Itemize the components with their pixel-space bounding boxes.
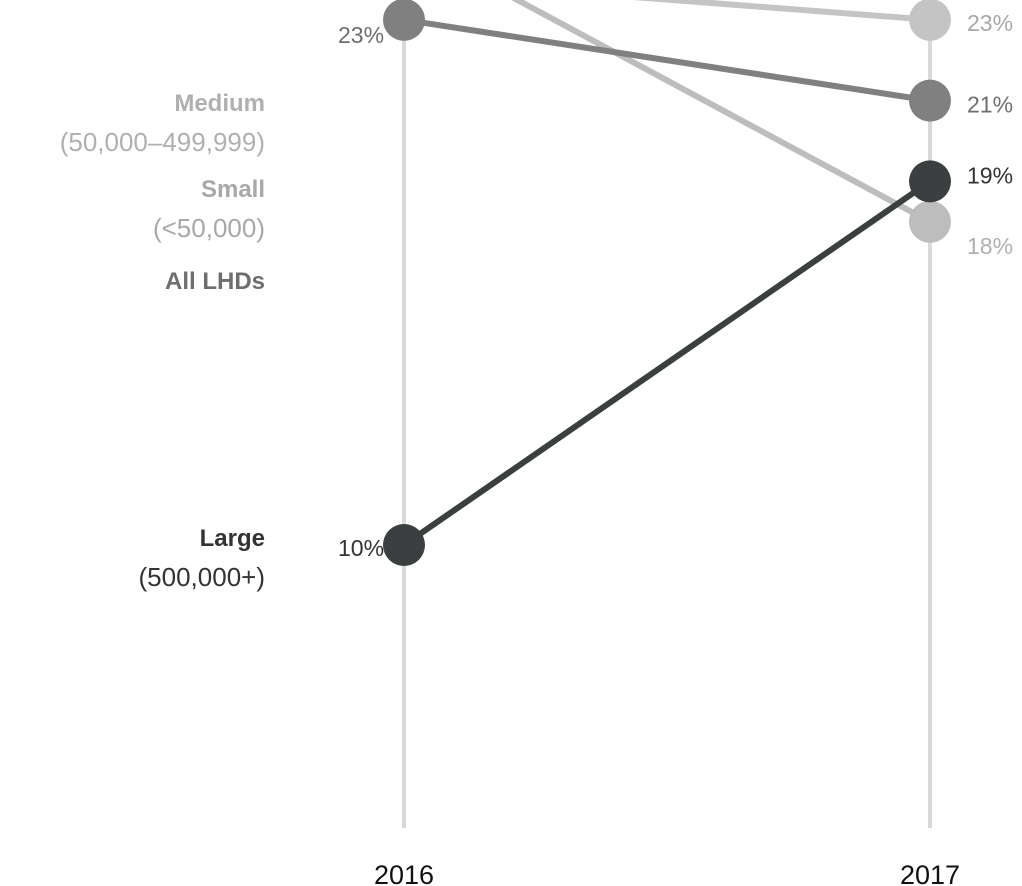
x-tick-label-2016: 2016 [374,860,434,886]
point-small-2017 [909,0,951,41]
series-line-large [402,178,932,548]
series-line-small [633,0,931,23]
x-axis-labels: 2016 2017 [374,860,960,886]
point-all-lhds-2016 [383,0,425,41]
value-label-medium-2017: 18% [967,233,1013,259]
value-label-all-lhds-2016: 23% [338,22,384,48]
x-tick-label-2017: 2017 [900,860,960,886]
point-medium-2017 [909,200,951,243]
year-axes [402,14,932,828]
value-label-large-2016: 10% [338,535,384,561]
value-label-small-2017: 23% [967,10,1013,36]
series-labels: Medium (50,000–499,999) Small (<50,000) All … [60,90,265,592]
series-name-small: Small [201,176,265,203]
series-subtitle-large: (500,000+) [139,562,265,592]
series-points [383,0,951,566]
point-large-2017 [909,160,951,203]
value-label-large-2017: 19% [967,162,1013,188]
value-label-all-lhds-2017: 21% [967,92,1013,118]
point-large-2016 [383,524,425,566]
series-subtitle-small: (<50,000) [153,213,265,243]
series-line-medium [511,0,932,225]
series-lines [402,0,932,548]
series-name-large: Large [200,525,265,552]
series-name-medium: Medium [174,90,265,117]
series-subtitle-medium: (50,000–499,999) [60,127,265,157]
point-all-lhds-2017 [909,79,951,122]
series-line-all-lhds [403,16,931,104]
value-labels: 25%18%24%23%23%21%10%19% [338,10,1013,561]
series-name-all-lhds: All LHDs [165,268,265,295]
